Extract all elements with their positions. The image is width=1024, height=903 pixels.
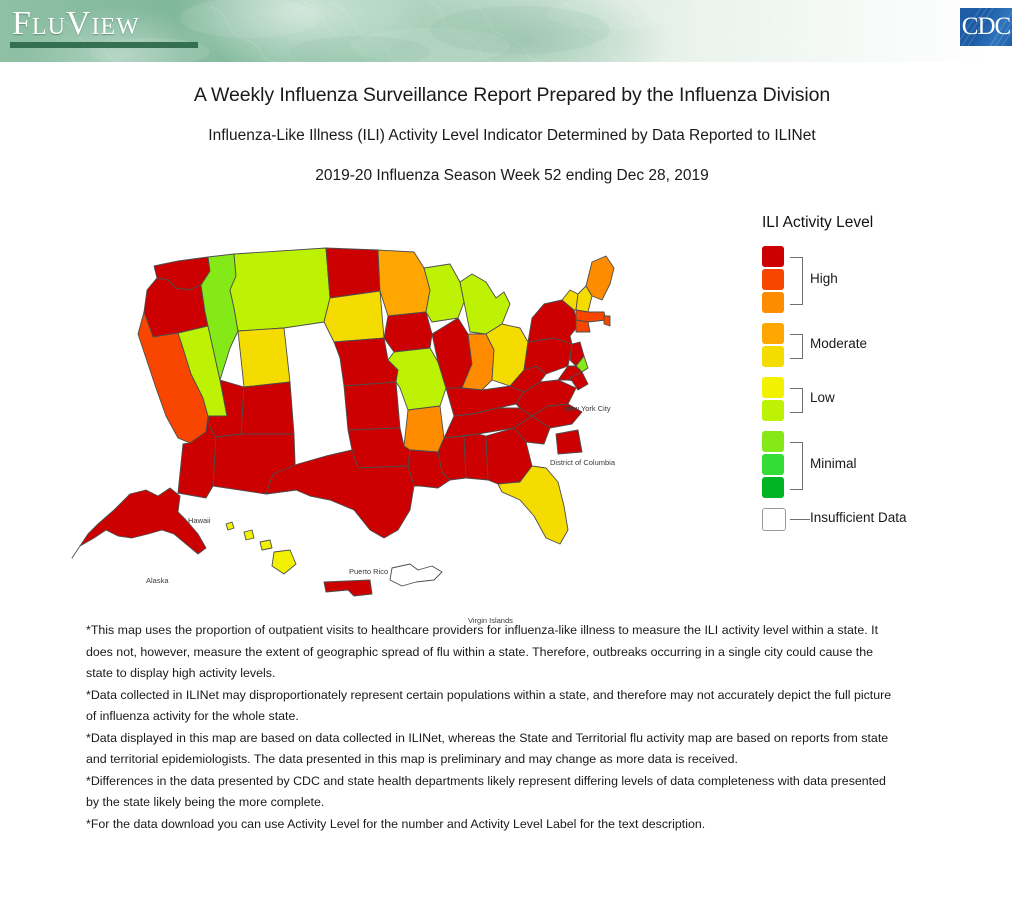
cdc-logo-text: CDC bbox=[961, 13, 1011, 40]
legend-swatch-low-1 bbox=[762, 377, 784, 398]
page-banner: FluView CDC bbox=[0, 0, 1024, 62]
footnote-2: *Data collected in ILINet may disproport… bbox=[86, 687, 892, 724]
footnote-4: *Differences in the data presented by CD… bbox=[86, 773, 886, 810]
map-label-hawaii: Hawaii bbox=[188, 516, 211, 525]
state-south-carolina[interactable] bbox=[513, 415, 551, 445]
state-michigan[interactable] bbox=[459, 273, 511, 335]
report-titles: A Weekly Influenza Surveillance Report P… bbox=[0, 62, 1024, 185]
state-virgin-islands[interactable] bbox=[389, 563, 443, 587]
state-district-of-columbia[interactable] bbox=[555, 429, 583, 455]
fluview-logo-rule bbox=[10, 42, 198, 48]
legend-items: High Moderate Low Minimal Insufficient Data bbox=[762, 246, 1012, 539]
state-colorado[interactable] bbox=[240, 381, 295, 435]
map-label-district-of-columbia: District of Columbia bbox=[550, 458, 616, 467]
footnote-5: *For the data download you can use Activ… bbox=[86, 816, 706, 831]
legend-dash-insufficient-data bbox=[790, 518, 810, 520]
map-footnotes: *This map uses the proportion of outpati… bbox=[86, 620, 894, 835]
report-title-main: A Weekly Influenza Surveillance Report P… bbox=[193, 84, 831, 106]
map-legend: ILI Activity Level High Moderate Low Minima… bbox=[762, 214, 1012, 539]
cdc-logo-streaks bbox=[960, 8, 1012, 46]
legend-bracket-minimal bbox=[790, 441, 803, 490]
legend-label-minimal: Minimal bbox=[810, 455, 857, 471]
cdc-logo: CDC bbox=[960, 8, 1012, 46]
state-new-york-city[interactable] bbox=[569, 371, 589, 391]
map-label-puerto-rico: Puerto Rico bbox=[349, 567, 389, 576]
map-label-virgin-islands: Virgin Islands bbox=[468, 616, 513, 625]
state-massachusetts[interactable] bbox=[575, 309, 607, 323]
legend-label-insufficient-data: Insufficient Data bbox=[810, 509, 907, 525]
state-kansas[interactable] bbox=[343, 381, 401, 431]
state-connecticut[interactable] bbox=[575, 319, 591, 333]
us-choropleth-svg bbox=[71, 247, 615, 597]
state-nebraska[interactable] bbox=[333, 337, 399, 387]
legend-swatch-low-2 bbox=[762, 400, 784, 421]
state-iowa[interactable] bbox=[383, 311, 433, 353]
state-alabama[interactable] bbox=[463, 433, 489, 481]
report-title-sub: Influenza-Like Illness (ILI) Activity Le… bbox=[208, 127, 816, 144]
report-title-week: 2019-20 Influenza Season Week 52 ending … bbox=[315, 167, 709, 184]
legend-swatch-high-2 bbox=[762, 269, 784, 290]
state-hawaii[interactable] bbox=[225, 521, 297, 575]
footnote-3: *Data displayed in this map are based on… bbox=[86, 730, 889, 767]
state-oklahoma[interactable] bbox=[347, 427, 411, 469]
legend-swatch-moderate-1 bbox=[762, 323, 784, 344]
state-south-dakota[interactable] bbox=[323, 290, 385, 343]
legend-swatch-high-3 bbox=[762, 292, 784, 313]
legend-bracket-moderate bbox=[790, 333, 803, 359]
state-alaska[interactable] bbox=[71, 487, 207, 559]
state-wyoming[interactable] bbox=[237, 327, 291, 388]
state-florida[interactable] bbox=[497, 465, 569, 545]
legend-label-moderate: Moderate bbox=[810, 336, 868, 351]
state-arkansas[interactable] bbox=[403, 405, 445, 453]
state-wisconsin[interactable] bbox=[423, 263, 465, 323]
state-new-hampshire[interactable] bbox=[575, 285, 593, 313]
footnote-1: *This map uses the proportion of outpati… bbox=[86, 623, 879, 680]
state-virginia[interactable] bbox=[515, 379, 577, 417]
map-label-alaska: Alaska bbox=[146, 576, 169, 585]
legend-title: ILI Activity Level bbox=[762, 214, 874, 231]
legend-swatch-insufficient-data-1 bbox=[762, 508, 786, 531]
legend-bracket-low bbox=[790, 387, 803, 413]
legend-swatch-moderate-2 bbox=[762, 346, 784, 367]
legend-label-low: Low bbox=[810, 390, 835, 405]
state-montana[interactable] bbox=[229, 247, 331, 332]
legend-label-high: High bbox=[810, 270, 838, 286]
legend-swatch-minimal-1 bbox=[762, 431, 784, 452]
ili-activity-map: Alaska Hawaii Puerto Rico Virgin Islands… bbox=[58, 238, 638, 628]
legend-swatch-high-1 bbox=[762, 246, 784, 267]
state-north-dakota[interactable] bbox=[325, 247, 381, 299]
state-puerto-rico[interactable] bbox=[323, 579, 373, 597]
legend-swatch-minimal-3 bbox=[762, 477, 784, 498]
state-maine[interactable] bbox=[585, 255, 615, 301]
state-arizona[interactable] bbox=[177, 415, 217, 499]
fluview-logo: FluView bbox=[12, 5, 140, 42]
map-label-new-york-city: New York City bbox=[564, 404, 611, 413]
state-minnesota[interactable] bbox=[377, 249, 431, 317]
legend-bracket-high bbox=[790, 256, 803, 305]
state-rhode-island[interactable] bbox=[603, 315, 611, 327]
banner-texture bbox=[59, 0, 823, 62]
legend-swatch-minimal-2 bbox=[762, 454, 784, 475]
